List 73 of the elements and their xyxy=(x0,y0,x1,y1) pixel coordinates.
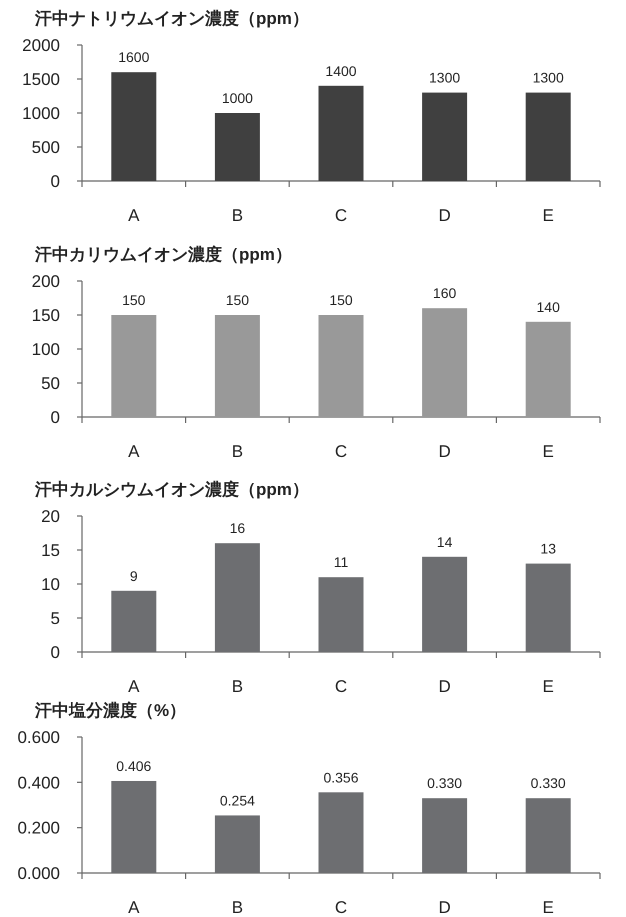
data-label: 1300 xyxy=(532,70,564,86)
data-label: 150 xyxy=(226,292,250,308)
x-tick-label: D xyxy=(438,677,451,696)
data-label: 0.254 xyxy=(220,792,256,808)
y-tick-label: 500 xyxy=(32,138,60,157)
data-label: 0.330 xyxy=(530,775,566,792)
y-tick-label: 1500 xyxy=(22,70,60,89)
x-tick-label: A xyxy=(128,677,140,696)
y-tick-label: 0 xyxy=(50,643,60,662)
x-tick-label: E xyxy=(542,206,554,225)
data-label: 13 xyxy=(540,540,556,557)
data-label: 150 xyxy=(329,292,353,308)
x-tick-label: D xyxy=(438,898,451,917)
bar xyxy=(318,315,364,417)
x-tick-label: E xyxy=(542,898,554,917)
x-tick-label: D xyxy=(438,206,451,225)
x-tick-label: A xyxy=(128,898,140,917)
x-tick-label: B xyxy=(232,442,244,461)
y-tick-label: 10 xyxy=(41,575,60,594)
bar xyxy=(111,315,156,417)
data-label: 1600 xyxy=(118,49,150,66)
bar xyxy=(318,86,364,181)
data-label: 11 xyxy=(334,554,348,570)
data-label: 0.330 xyxy=(427,775,462,792)
chart-title: 汗中カリウムイオン濃度（ppm） xyxy=(34,245,292,264)
chart-title: 汗中カルシウムイオン濃度（ppm） xyxy=(34,480,309,499)
y-tick-label: 50 xyxy=(41,374,60,393)
bar xyxy=(214,113,260,181)
x-tick-label: B xyxy=(232,898,244,917)
chart-title: 汗中ナトリウムイオン濃度（ppm） xyxy=(34,9,309,28)
y-tick-label: 0.200 xyxy=(17,818,60,838)
x-tick-label: C xyxy=(334,442,348,461)
bar xyxy=(111,72,156,181)
x-tick-label: D xyxy=(438,442,451,461)
y-tick-label: 0.000 xyxy=(17,864,60,883)
data-label: 14 xyxy=(436,534,453,550)
y-tick-label: 0 xyxy=(50,408,60,427)
y-tick-label: 2000 xyxy=(22,36,60,55)
data-label: 1000 xyxy=(222,90,254,106)
y-tick-label: 0.600 xyxy=(17,728,60,747)
x-tick-label: A xyxy=(128,206,140,225)
x-tick-label: B xyxy=(232,206,244,225)
bar xyxy=(214,315,260,417)
bar xyxy=(526,322,571,417)
y-tick-label: 0.400 xyxy=(17,773,60,792)
y-tick-label: 15 xyxy=(41,541,60,560)
x-tick-label: C xyxy=(334,677,348,696)
x-tick-label: C xyxy=(334,206,348,225)
y-tick-label: 200 xyxy=(32,272,60,291)
x-tick-label: E xyxy=(542,442,554,461)
y-tick-label: 20 xyxy=(41,507,60,526)
data-label: 0.356 xyxy=(323,769,359,786)
data-label: 0.406 xyxy=(116,758,152,774)
data-label: 150 xyxy=(122,292,146,308)
x-tick-label: E xyxy=(542,677,554,696)
data-label: 140 xyxy=(536,298,560,315)
data-label: 16 xyxy=(230,520,246,536)
data-label: 1400 xyxy=(325,62,357,79)
y-tick-label: 150 xyxy=(32,306,60,325)
bar xyxy=(422,308,468,417)
bar xyxy=(526,92,571,181)
data-label: 9 xyxy=(130,568,138,584)
y-tick-label: 5 xyxy=(50,609,60,628)
y-tick-label: 0 xyxy=(50,172,60,191)
x-tick-label: C xyxy=(334,898,348,917)
bar xyxy=(422,92,468,181)
x-tick-label: B xyxy=(232,677,244,696)
chart-title: 汗中塩分濃度（%） xyxy=(34,701,186,720)
data-label: 1300 xyxy=(429,70,460,86)
data-label: 160 xyxy=(432,285,456,302)
y-tick-label: 1000 xyxy=(22,104,60,123)
x-tick-label: A xyxy=(128,442,140,461)
y-tick-label: 100 xyxy=(32,340,60,359)
